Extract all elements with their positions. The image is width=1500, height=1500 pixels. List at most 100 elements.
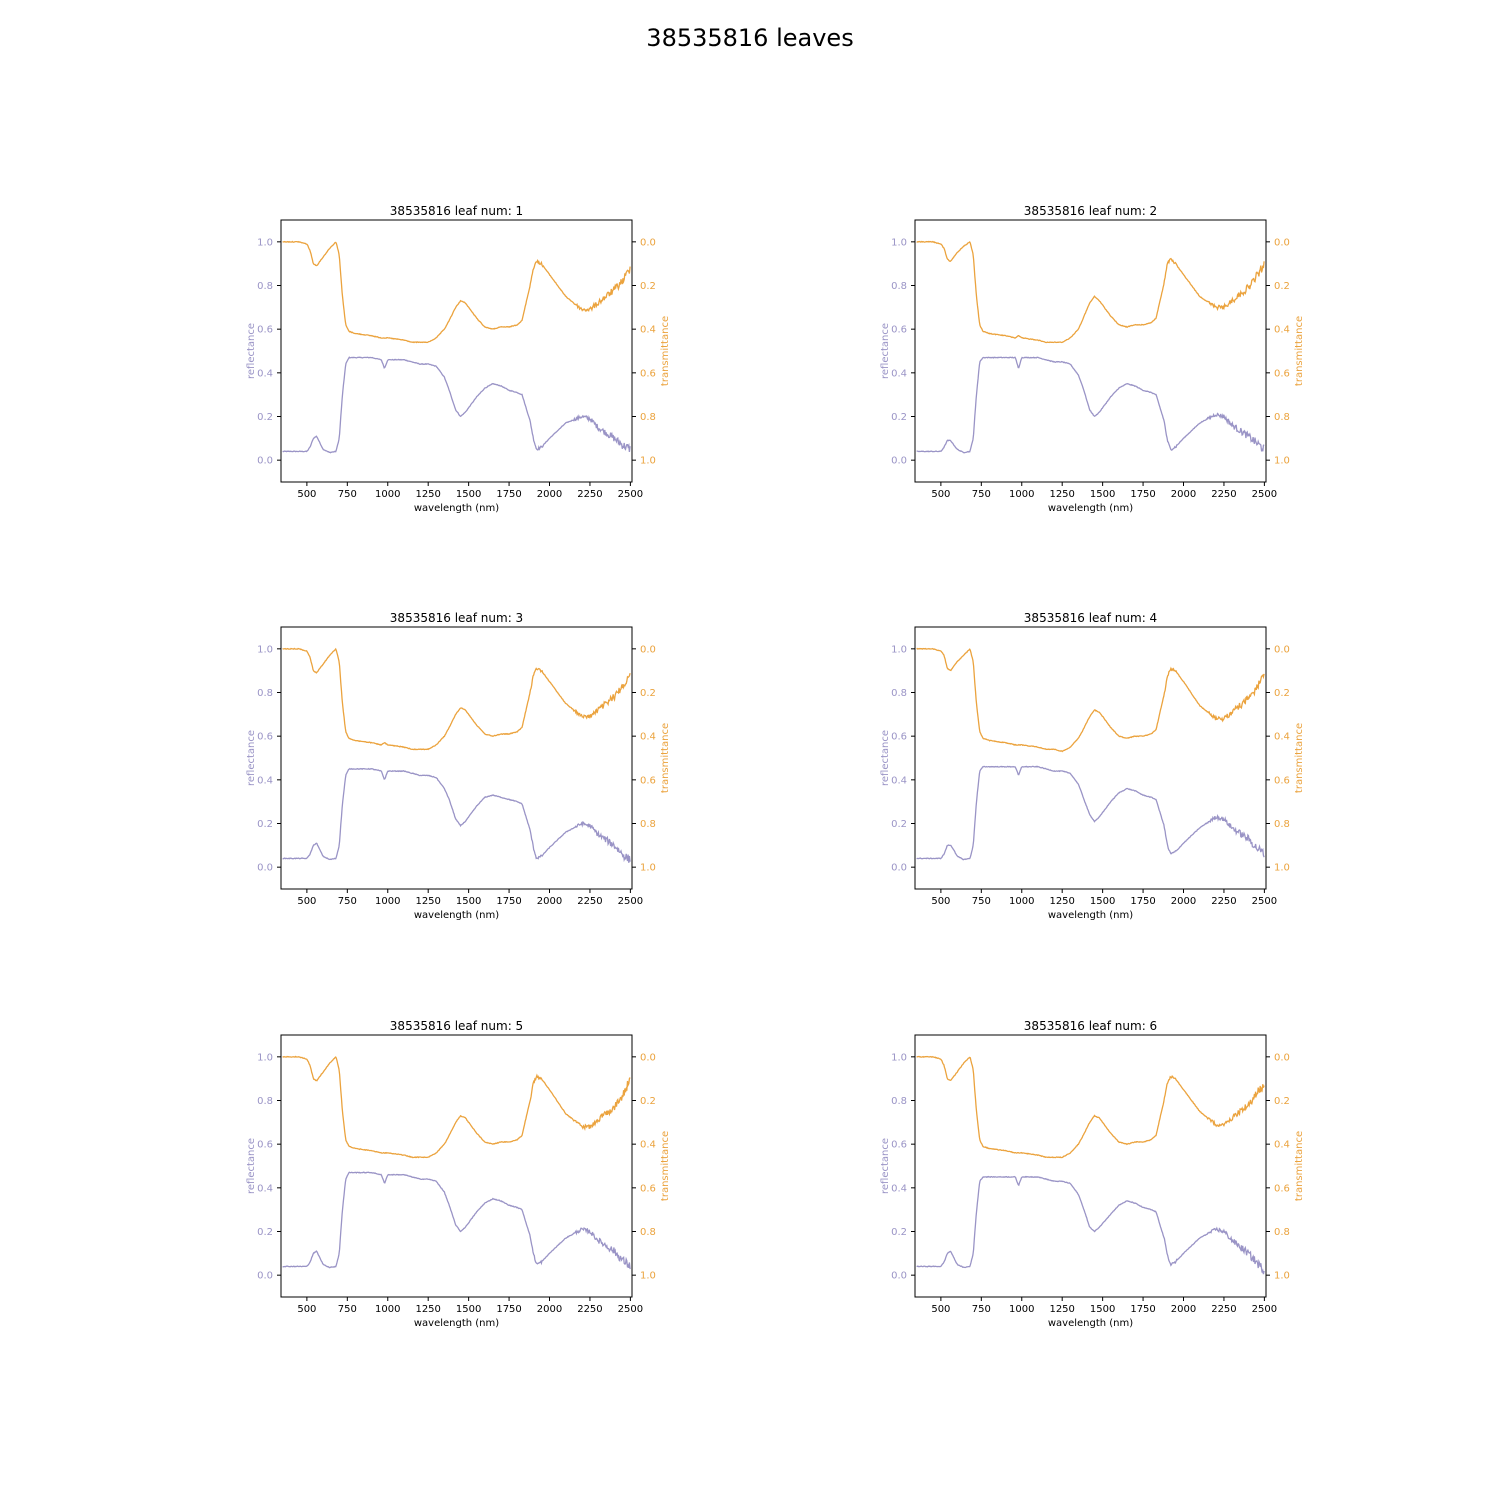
y-right-tick-label: 0.0 bbox=[640, 644, 656, 655]
y-left-axis-label: reflectance bbox=[880, 730, 891, 786]
y-left-tick-label: 0.0 bbox=[257, 1271, 273, 1282]
y-right-tick-label: 0.0 bbox=[1274, 1052, 1290, 1063]
y-right-tick-label: 0.2 bbox=[1274, 281, 1290, 292]
y-right-tick-label: 0.2 bbox=[1274, 1096, 1290, 1107]
plot-lines bbox=[282, 240, 631, 454]
y-left-tick-label: 1.0 bbox=[891, 1052, 907, 1063]
y-right-axis-label: transmittance bbox=[660, 316, 671, 386]
x-tick-label: 2250 bbox=[577, 489, 602, 500]
y-left-tick-label: 0.0 bbox=[257, 456, 273, 467]
y-right-tick-label: 0.4 bbox=[1274, 325, 1290, 336]
y-left-tick-label: 0.8 bbox=[891, 1096, 907, 1107]
y-left-tick-label: 0.6 bbox=[891, 1140, 907, 1151]
x-tick-label: 1000 bbox=[1009, 1304, 1034, 1315]
y-right-tick-label: 0.8 bbox=[1274, 412, 1290, 423]
x-axis-label: wavelength (nm) bbox=[1048, 503, 1133, 514]
plot-lines bbox=[916, 1055, 1265, 1275]
subplot-title: 38535816 leaf num: 2 bbox=[1024, 204, 1157, 218]
y-left-tick-label: 0.6 bbox=[257, 732, 273, 743]
x-tick-label: 2250 bbox=[577, 1304, 602, 1315]
x-tick-label: 1750 bbox=[496, 1304, 521, 1315]
y-left-tick-label: 0.4 bbox=[257, 368, 273, 379]
y-right-tick-label: 0.8 bbox=[640, 412, 656, 423]
y-right-tick-label: 0.6 bbox=[640, 368, 656, 379]
plot-lines bbox=[282, 647, 631, 863]
x-tick-label: 1000 bbox=[375, 896, 400, 907]
x-tick-label: 1500 bbox=[456, 1304, 481, 1315]
x-tick-label: 1750 bbox=[496, 896, 521, 907]
subplot-5: 500 750 1000 1250 1500 1750 2000 2250 2500 0.0 0.2… bbox=[246, 1019, 671, 1329]
subplot-6: 500 750 1000 1250 1500 1750 2000 2250 2500 0.0 0.2… bbox=[880, 1019, 1305, 1329]
x-axis-label: wavelength (nm) bbox=[414, 503, 499, 514]
x-tick-label: 2250 bbox=[577, 896, 602, 907]
x-tick-label: 2500 bbox=[1252, 1304, 1277, 1315]
x-tick-label: 1250 bbox=[1049, 1304, 1074, 1315]
series-line-transmittance bbox=[916, 647, 1265, 753]
y-right-tick-label: 0.2 bbox=[640, 688, 656, 699]
y-left-tick-label: 0.4 bbox=[891, 368, 907, 379]
y-right-tick-label: 0.6 bbox=[1274, 1183, 1290, 1194]
y-right-tick-label: 0.0 bbox=[640, 1052, 656, 1063]
y-right-axis-label: transmittance bbox=[1294, 1131, 1305, 1201]
axes-frame bbox=[280, 219, 633, 483]
y-right-tick-label: 0.2 bbox=[1274, 688, 1290, 699]
axes-frame bbox=[280, 626, 633, 890]
y-left-tick-label: 0.8 bbox=[891, 688, 907, 699]
y-right-tick-label: 1.0 bbox=[1274, 863, 1290, 874]
y-left-tick-label: 1.0 bbox=[257, 644, 273, 655]
subplot-3: 500 750 1000 1250 1500 1750 2000 2250 2500 0.0 0.2… bbox=[246, 611, 671, 921]
y-right-tick-label: 0.2 bbox=[640, 1096, 656, 1107]
axes-frame bbox=[914, 626, 1267, 890]
x-tick-label: 2500 bbox=[618, 489, 643, 500]
series-line-reflectance bbox=[916, 765, 1265, 861]
x-tick-label: 2500 bbox=[618, 1304, 643, 1315]
y-left-tick-label: 0.0 bbox=[257, 863, 273, 874]
y-right-tick-label: 1.0 bbox=[1274, 456, 1290, 467]
x-tick-label: 500 bbox=[931, 1304, 950, 1315]
x-tick-label: 1250 bbox=[415, 489, 440, 500]
y-left-tick-label: 0.6 bbox=[257, 325, 273, 336]
x-tick-label: 1500 bbox=[456, 896, 481, 907]
x-tick-label: 1250 bbox=[1049, 489, 1074, 500]
y-right-tick-label: 0.4 bbox=[1274, 732, 1290, 743]
y-right-tick-label: 0.0 bbox=[1274, 644, 1290, 655]
x-tick-label: 500 bbox=[931, 896, 950, 907]
x-tick-label: 1000 bbox=[375, 1304, 400, 1315]
series-line-reflectance bbox=[282, 767, 631, 863]
y-left-tick-label: 0.8 bbox=[257, 281, 273, 292]
y-left-tick-label: 0.2 bbox=[257, 412, 273, 423]
x-tick-label: 2000 bbox=[537, 489, 562, 500]
x-tick-label: 2000 bbox=[537, 896, 562, 907]
y-left-tick-label: 0.0 bbox=[891, 456, 907, 467]
subplot-title: 38535816 leaf num: 3 bbox=[390, 611, 523, 625]
y-left-tick-label: 0.0 bbox=[891, 863, 907, 874]
y-right-tick-label: 1.0 bbox=[640, 1271, 656, 1282]
y-right-tick-label: 0.4 bbox=[1274, 1140, 1290, 1151]
x-tick-label: 750 bbox=[338, 489, 357, 500]
x-tick-label: 750 bbox=[338, 1304, 357, 1315]
x-tick-label: 1500 bbox=[1090, 896, 1115, 907]
y-right-tick-label: 0.6 bbox=[640, 775, 656, 786]
x-tick-label: 1000 bbox=[1009, 489, 1034, 500]
y-right-tick-label: 0.0 bbox=[640, 237, 656, 248]
x-tick-label: 1250 bbox=[1049, 896, 1074, 907]
y-right-tick-label: 0.8 bbox=[1274, 819, 1290, 830]
y-left-tick-label: 0.0 bbox=[891, 1271, 907, 1282]
y-left-tick-label: 0.2 bbox=[257, 819, 273, 830]
x-tick-label: 1750 bbox=[1130, 896, 1155, 907]
x-tick-label: 2000 bbox=[1171, 896, 1196, 907]
y-right-tick-label: 0.4 bbox=[640, 1140, 656, 1151]
y-right-axis-label: transmittance bbox=[660, 1131, 671, 1201]
axes-frame bbox=[914, 1034, 1267, 1298]
x-tick-label: 1750 bbox=[1130, 1304, 1155, 1315]
y-left-axis-label: reflectance bbox=[246, 323, 257, 379]
y-left-tick-label: 1.0 bbox=[891, 237, 907, 248]
x-axis-label: wavelength (nm) bbox=[1048, 910, 1133, 921]
y-left-tick-label: 0.4 bbox=[891, 775, 907, 786]
x-tick-label: 750 bbox=[972, 489, 991, 500]
y-right-tick-label: 0.8 bbox=[1274, 1227, 1290, 1238]
y-right-tick-label: 1.0 bbox=[640, 863, 656, 874]
x-tick-label: 2250 bbox=[1211, 896, 1236, 907]
plot-lines bbox=[916, 240, 1265, 454]
